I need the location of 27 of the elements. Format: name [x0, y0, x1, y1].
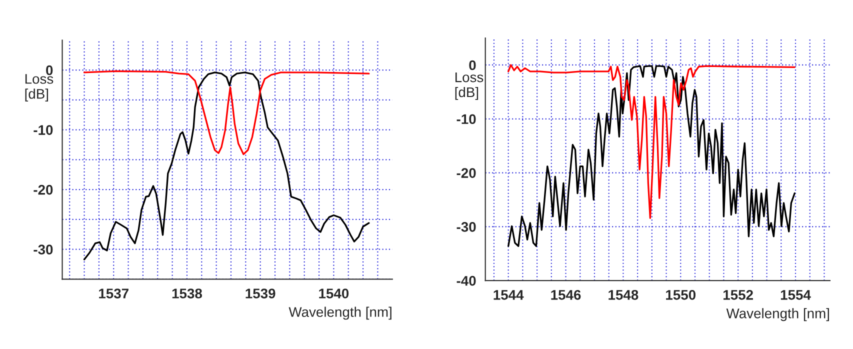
- x-tick-label: 1548: [608, 290, 638, 300]
- x-tick-label: 1554: [780, 290, 811, 300]
- line-series: [83, 72, 370, 260]
- y-axis-title: Loss [dB]: [25, 74, 54, 102]
- y-tick-label: -20: [456, 168, 476, 178]
- y-tick-label: -10: [34, 125, 53, 135]
- x-tick-label: 1552: [724, 290, 753, 300]
- y-tick-label: -40: [456, 276, 476, 286]
- line-series: [507, 64, 796, 219]
- y-tick-label: -30: [456, 222, 476, 232]
- x-tick-label: 1546: [551, 290, 581, 300]
- y-axis-title: Loss [dB]: [455, 72, 484, 100]
- y-tick-label: -20: [34, 184, 53, 195]
- line-series: [83, 70, 370, 156]
- y-tick-label: -30: [34, 244, 53, 255]
- y-tick-label: -10: [456, 114, 476, 124]
- x-tick-label: 1537: [99, 288, 128, 298]
- line-series: [507, 65, 796, 247]
- x-tick-label: 1550: [666, 290, 696, 300]
- x-tick-label: 1538: [172, 288, 202, 298]
- x-axis-title: Wavelength [nm]: [288, 306, 392, 320]
- x-axis-title: Wavelength [nm]: [726, 308, 829, 322]
- y-tick-label: 0: [46, 65, 53, 76]
- x-tick-label: 1544: [494, 290, 524, 300]
- x-tick-label: 1540: [319, 288, 349, 298]
- x-tick-label: 1539: [246, 288, 276, 298]
- y-tick-label: 0: [469, 60, 476, 70]
